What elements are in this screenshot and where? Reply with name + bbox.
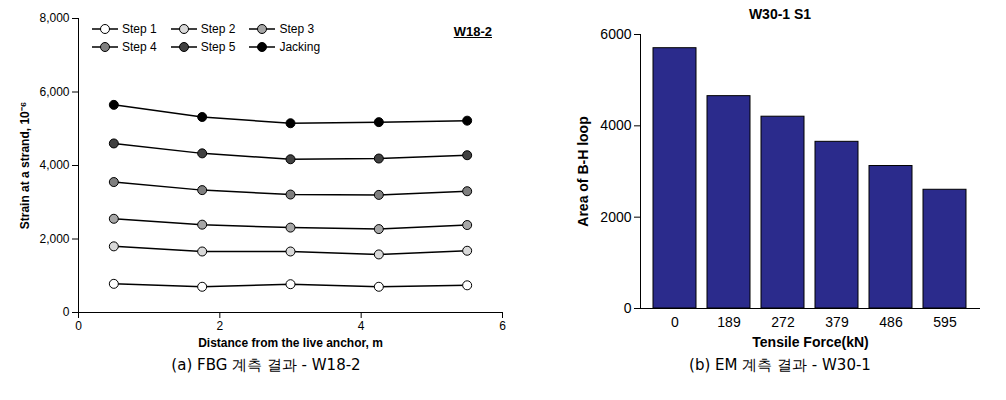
html-text:(a) FBG 계측 결과 - W18-2: (a) FBG 계측 결과 - W18-2 (171, 356, 361, 374)
svg-text:2: 2 (216, 319, 223, 333)
svg-text:2,000: 2,000 (39, 232, 69, 246)
svg-text:8,000: 8,000 (39, 11, 69, 25)
svg-text:Tensile Force(kN): Tensile Force(kN) (752, 334, 868, 350)
svg-text:4,000: 4,000 (39, 158, 69, 172)
svg-text:379: 379 (825, 314, 849, 330)
html-text:Step 3: Step 3 (279, 22, 315, 36)
svg-text:Distance from the live anchor,: Distance from the live anchor, m (198, 336, 383, 350)
svg-text:2000: 2000 (600, 209, 631, 225)
svg-text:0: 0 (63, 305, 70, 319)
svg-text:272: 272 (771, 314, 795, 330)
html-text:Step 4: Step 4 (122, 40, 157, 54)
html-text:Step 1: Step 1 (122, 22, 157, 36)
svg-text:0: 0 (671, 314, 679, 330)
svg-text:Strain at a strand, 10⁻⁶: Strain at a strand, 10⁻⁶ (18, 102, 32, 230)
html-text:(b) EM 계측 결과 - W30-1: (b) EM 계측 결과 - W30-1 (689, 356, 871, 374)
html-text:Step 2: Step 2 (200, 22, 236, 36)
svg-text:Area of B-H loop: Area of B-H loop (575, 116, 591, 226)
svg-text:6000: 6000 (600, 26, 631, 42)
svg-text:189: 189 (717, 314, 741, 330)
svg-text:4000: 4000 (600, 117, 631, 133)
svg-text:0: 0 (75, 319, 82, 333)
html-text:Jacking: Jacking (279, 40, 321, 54)
html-text:W18-2: W18-2 (453, 24, 492, 39)
svg-text:0: 0 (624, 300, 632, 316)
html-text:Step 5: Step 5 (200, 40, 236, 54)
svg-text:4: 4 (358, 319, 365, 333)
svg-text:595: 595 (933, 314, 957, 330)
html-text:W30-1 S1: W30-1 S1 (748, 6, 812, 22)
svg-text:6: 6 (499, 319, 506, 333)
svg-text:486: 486 (879, 314, 903, 330)
svg-text:6,000: 6,000 (39, 85, 69, 99)
